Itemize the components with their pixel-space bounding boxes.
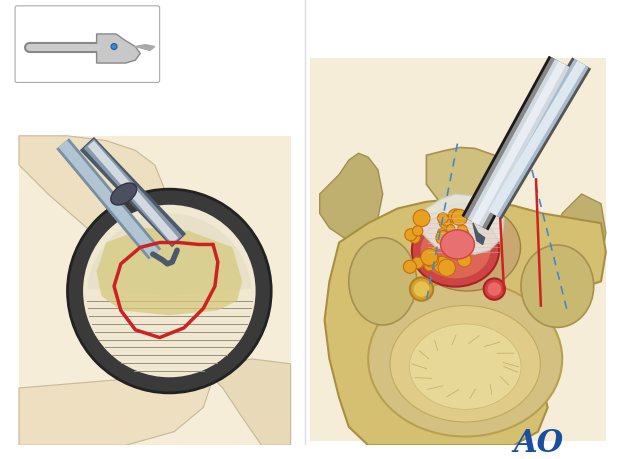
- Circle shape: [461, 251, 469, 259]
- Circle shape: [404, 260, 417, 273]
- Circle shape: [484, 279, 505, 300]
- Circle shape: [436, 230, 450, 245]
- Circle shape: [413, 210, 430, 227]
- Circle shape: [409, 232, 420, 243]
- Polygon shape: [473, 223, 485, 245]
- Text: AO: AO: [513, 427, 564, 459]
- Polygon shape: [19, 136, 291, 445]
- Circle shape: [487, 282, 501, 296]
- Circle shape: [424, 253, 438, 267]
- Circle shape: [433, 256, 450, 273]
- Ellipse shape: [409, 324, 521, 409]
- Circle shape: [451, 209, 467, 225]
- Circle shape: [414, 281, 429, 297]
- Circle shape: [424, 261, 435, 271]
- Ellipse shape: [390, 306, 541, 422]
- Circle shape: [448, 209, 463, 224]
- Ellipse shape: [368, 281, 562, 437]
- Circle shape: [405, 229, 417, 241]
- Polygon shape: [320, 153, 383, 241]
- FancyBboxPatch shape: [15, 6, 159, 83]
- Wedge shape: [87, 213, 252, 296]
- Circle shape: [111, 44, 117, 50]
- Circle shape: [68, 189, 271, 393]
- Polygon shape: [203, 359, 291, 445]
- Circle shape: [438, 213, 448, 224]
- Polygon shape: [418, 194, 504, 254]
- Ellipse shape: [414, 204, 521, 291]
- Circle shape: [438, 229, 446, 237]
- Circle shape: [458, 225, 467, 235]
- Circle shape: [412, 226, 423, 236]
- Circle shape: [422, 256, 435, 269]
- Circle shape: [438, 259, 456, 276]
- Polygon shape: [324, 199, 606, 445]
- Polygon shape: [97, 228, 242, 315]
- Polygon shape: [135, 45, 155, 50]
- Circle shape: [448, 234, 465, 251]
- Circle shape: [439, 215, 453, 229]
- Circle shape: [421, 249, 438, 265]
- Circle shape: [458, 253, 471, 267]
- Circle shape: [446, 224, 455, 233]
- Circle shape: [82, 204, 257, 378]
- Circle shape: [456, 232, 464, 240]
- Polygon shape: [19, 136, 164, 233]
- Ellipse shape: [412, 214, 499, 287]
- Polygon shape: [97, 34, 140, 63]
- Circle shape: [443, 218, 451, 226]
- Circle shape: [458, 242, 471, 256]
- Polygon shape: [19, 359, 213, 445]
- Ellipse shape: [349, 238, 417, 325]
- Ellipse shape: [521, 245, 594, 327]
- Polygon shape: [427, 147, 504, 213]
- Circle shape: [429, 247, 437, 255]
- Ellipse shape: [111, 183, 136, 205]
- Circle shape: [410, 277, 433, 301]
- FancyBboxPatch shape: [310, 58, 606, 442]
- Polygon shape: [552, 194, 606, 276]
- Circle shape: [456, 228, 469, 241]
- Ellipse shape: [420, 222, 490, 279]
- Circle shape: [412, 257, 423, 269]
- Ellipse shape: [440, 230, 474, 259]
